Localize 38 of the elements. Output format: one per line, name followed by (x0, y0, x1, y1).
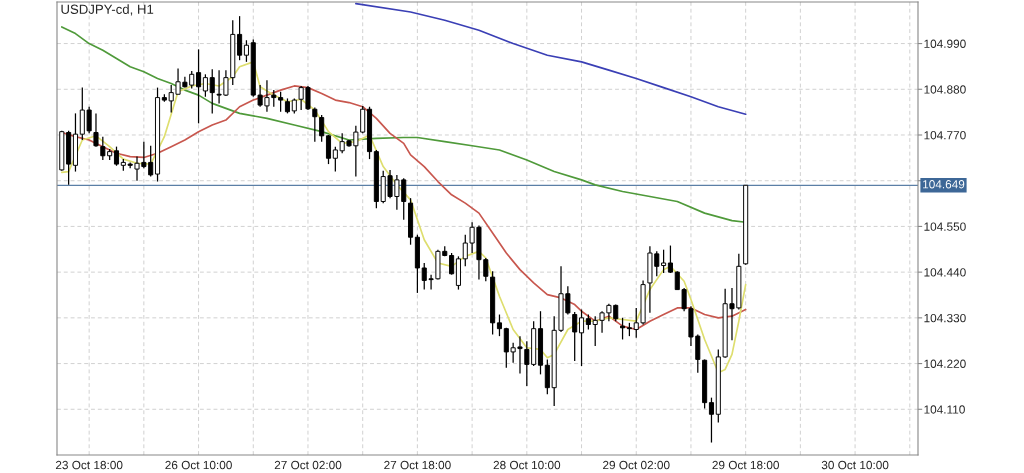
candlestick (196, 48, 202, 124)
y-tick-label: 104.220 (924, 359, 966, 368)
candlestick (113, 146, 120, 167)
candlestick (202, 73, 208, 98)
y-tick-label: 104.770 (924, 131, 966, 140)
candlestick (661, 249, 667, 274)
chart-title: USDJPY-cd, H1 (61, 4, 154, 16)
candlestick (449, 252, 455, 276)
y-tick-label: 104.880 (924, 85, 966, 94)
x-tick-label: 29 Oct 18:00 (712, 460, 779, 470)
x-tick-label: 23 Oct 18:00 (55, 460, 123, 470)
x-tick-label: 26 Oct 10:00 (165, 460, 232, 470)
candlestick (243, 39, 249, 63)
y-tick-label: 104.110 (924, 405, 965, 414)
candlestick (319, 114, 325, 143)
candlestick (578, 308, 585, 367)
candlestick (237, 15, 243, 61)
x-tick-label: 27 Oct 18:00 (384, 460, 451, 470)
candlestick (312, 106, 318, 143)
line-series (60, 61, 747, 374)
y-tick-label: 104.330 (924, 313, 966, 323)
y-tick-label: 104.990 (924, 39, 966, 48)
line-series (355, 2, 747, 116)
candlestick (667, 244, 673, 274)
candlestick (209, 68, 215, 115)
ref-line-label: 104.649 (923, 180, 965, 189)
candlestick (496, 313, 503, 337)
candlestick (93, 112, 99, 148)
x-tick-label: 30 Oct 10:00 (821, 460, 889, 470)
y-tick-label: 104.440 (924, 268, 966, 277)
candlestick (572, 311, 578, 362)
x-tick-label: 28 Oct 10:00 (493, 460, 561, 470)
candlestick (278, 91, 284, 113)
candlestick (325, 134, 332, 165)
y-tick-label: 104.550 (924, 222, 966, 231)
candlestick (708, 397, 715, 444)
x-tick-label: 27 Oct 02:00 (274, 460, 342, 470)
x-tick-label: 29 Oct 02:00 (603, 460, 670, 470)
